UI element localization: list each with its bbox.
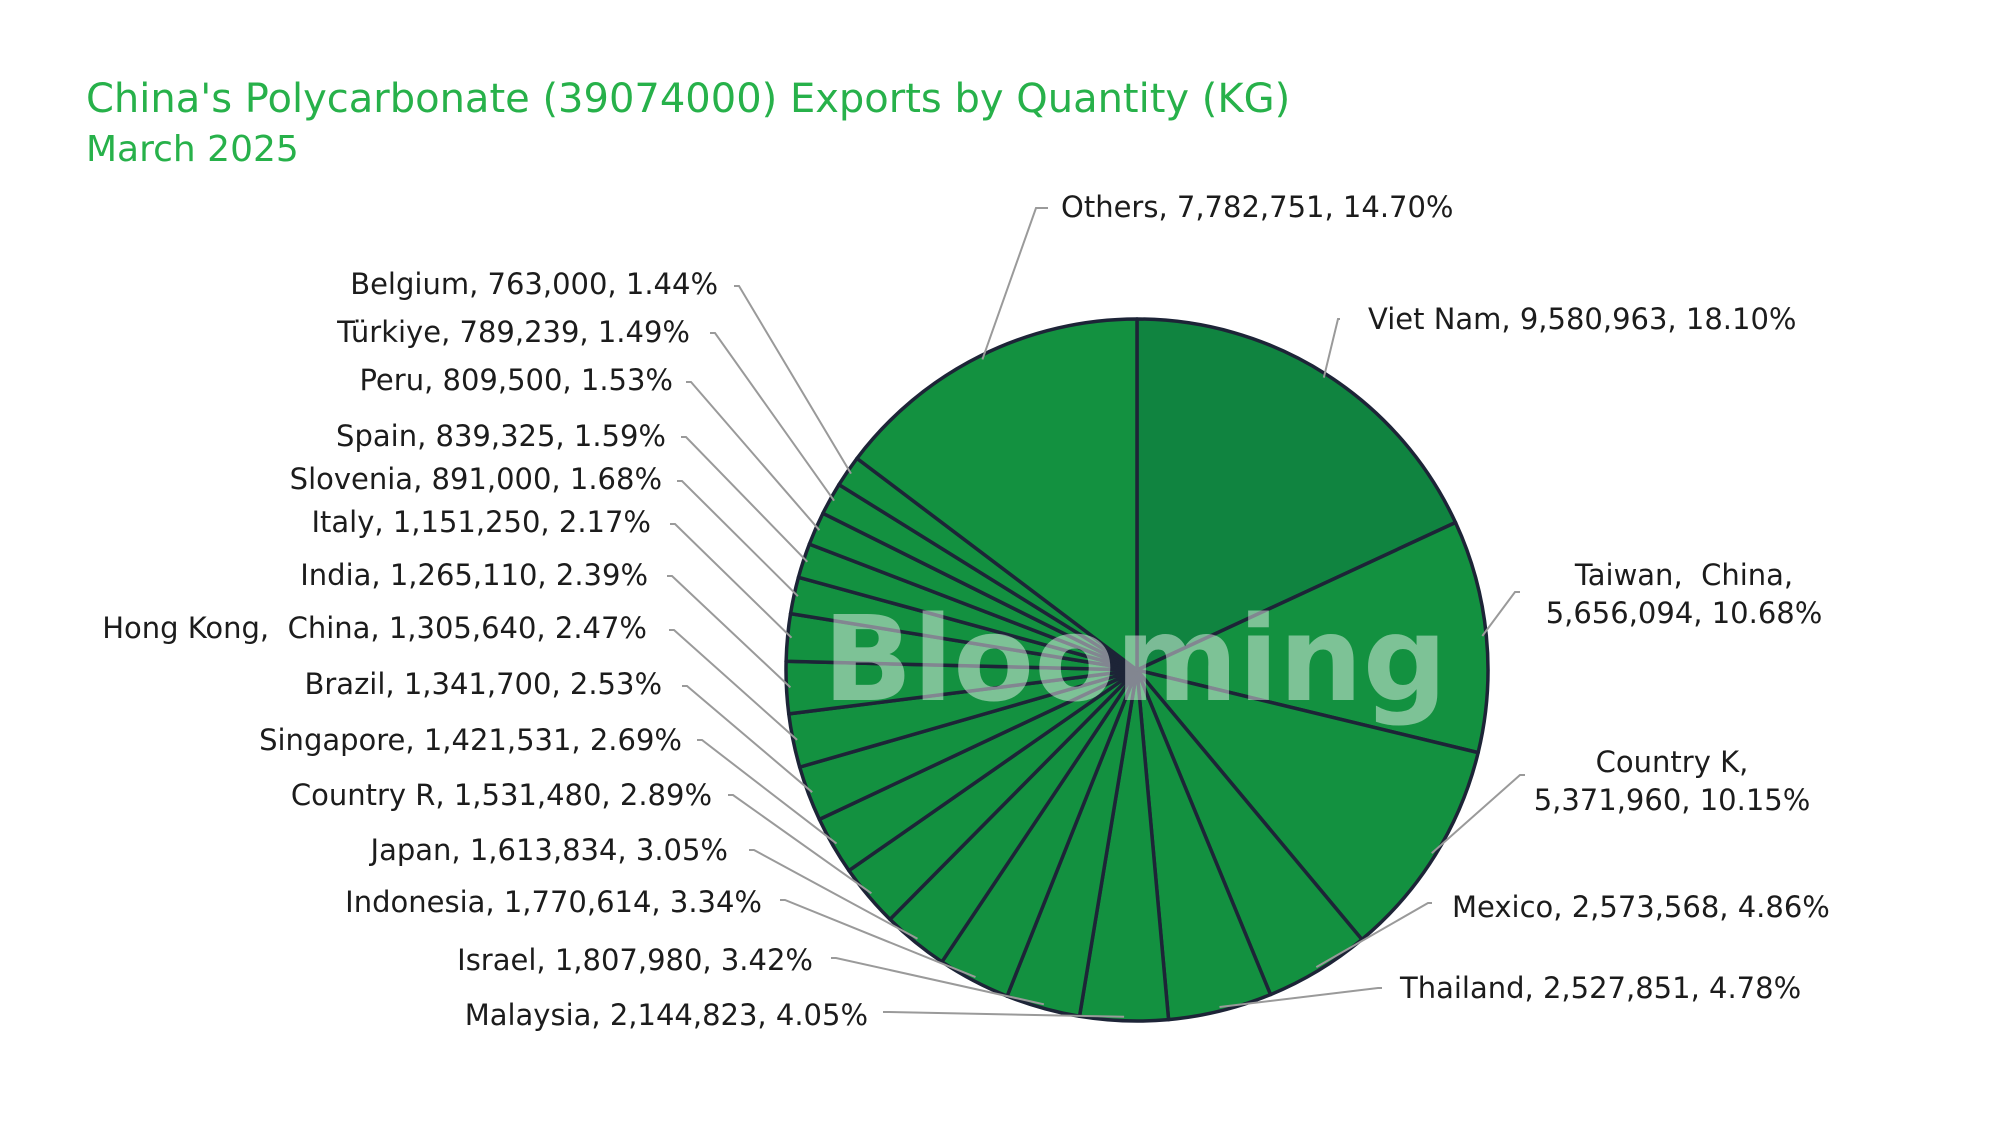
leader-line-spain	[681, 436, 809, 563]
leader-line-brazil	[682, 685, 813, 793]
slice-label-peru: Peru, 809,500, 1.53%	[359, 363, 673, 397]
leader-line-slovenia	[677, 480, 799, 597]
leader-line-israel	[831, 957, 1045, 1006]
leader-line-singapore	[697, 739, 838, 845]
chart-subtitle: March 2025	[86, 129, 299, 170]
slice-labels: Viet Nam, 9,580,963, 18.10% Taiwan, China…	[102, 190, 1830, 1032]
leader-line-mexico	[1315, 902, 1432, 968]
leader-line-viet-nam	[1322, 318, 1340, 378]
slice-label-taiwan-china: Taiwan, China,	[1574, 558, 1793, 592]
leader-line-japan	[749, 849, 918, 940]
slice-label-singapore: Singapore, 1,421,531, 2.69%	[259, 723, 682, 757]
leader-line-country-k	[1431, 774, 1525, 855]
pie-slice-country-k	[1135, 668, 1480, 942]
leader-line-belgium	[734, 285, 852, 475]
leader-line-peru	[686, 381, 821, 531]
watermark-text: Blooming	[823, 590, 1447, 728]
slice-label-brazil: Brazil, 1,341,700, 2.53%	[304, 667, 662, 701]
pie-slices	[784, 317, 1490, 1023]
slice-label-others: Others, 7,782,751, 14.70%	[1061, 190, 1454, 224]
pie-slice-others	[855, 317, 1139, 672]
slice-label-taiwan-china-line2: 5,656,094, 10.68%	[1546, 596, 1823, 630]
leader-line-t-rkiye	[710, 332, 835, 502]
slice-label-thailand: Thailand, 2,527,851, 4.78%	[1399, 971, 1801, 1005]
slice-label-slovenia: Slovenia, 891,000, 1.68%	[290, 462, 662, 496]
chart-title-block: China's Polycarbonate (39074000) Exports…	[86, 72, 1290, 174]
slice-label-t-rkiye: Türkiye, 789,239, 1.49%	[336, 315, 690, 349]
leader-line-india	[667, 575, 792, 689]
pie-slice-viet-nam	[1135, 317, 1458, 672]
slice-label-indonesia: Indonesia, 1,770,614, 3.34%	[345, 885, 762, 919]
slice-label-country-k-line2: 5,371,960, 10.15%	[1534, 783, 1811, 817]
slice-label-italy: Italy, 1,151,250, 2.17%	[311, 505, 651, 539]
leader-line-indonesia	[780, 899, 976, 979]
leader-line-italy	[670, 523, 793, 639]
slice-label-japan: Japan, 1,613,834, 3.05%	[369, 833, 728, 867]
leader-line-taiwan-china	[1481, 591, 1520, 637]
slice-label-country-k: Country K,	[1596, 745, 1749, 779]
slice-label-hong-kong-china: Hong Kong, China, 1,305,640, 2.47%	[102, 611, 647, 645]
chart-title: China's Polycarbonate (39074000) Exports…	[86, 76, 1291, 122]
slice-label-malaysia: Malaysia, 2,144,823, 4.05%	[465, 998, 868, 1032]
slice-label-viet-nam: Viet Nam, 9,580,963, 18.10%	[1368, 302, 1796, 336]
slice-label-belgium: Belgium, 763,000, 1.44%	[350, 267, 718, 301]
pie-slice-taiwan-china	[1135, 520, 1490, 755]
leader-line-malaysia	[883, 1011, 1125, 1018]
slice-label-israel: Israel, 1,807,980, 3.42%	[457, 943, 813, 977]
slice-label-spain: Spain, 839,325, 1.59%	[336, 419, 666, 453]
slice-label-mexico: Mexico, 2,573,568, 4.86%	[1452, 890, 1830, 924]
leader-lines	[667, 207, 1525, 1018]
leader-line-others	[981, 207, 1048, 360]
leader-line-country-r	[728, 794, 872, 895]
leader-line-thailand	[1219, 987, 1382, 1008]
leader-line-hong-kong-china	[669, 629, 798, 741]
slice-label-india: India, 1,265,110, 2.39%	[300, 558, 648, 592]
slice-label-country-r: Country R, 1,531,480, 2.89%	[291, 778, 712, 812]
